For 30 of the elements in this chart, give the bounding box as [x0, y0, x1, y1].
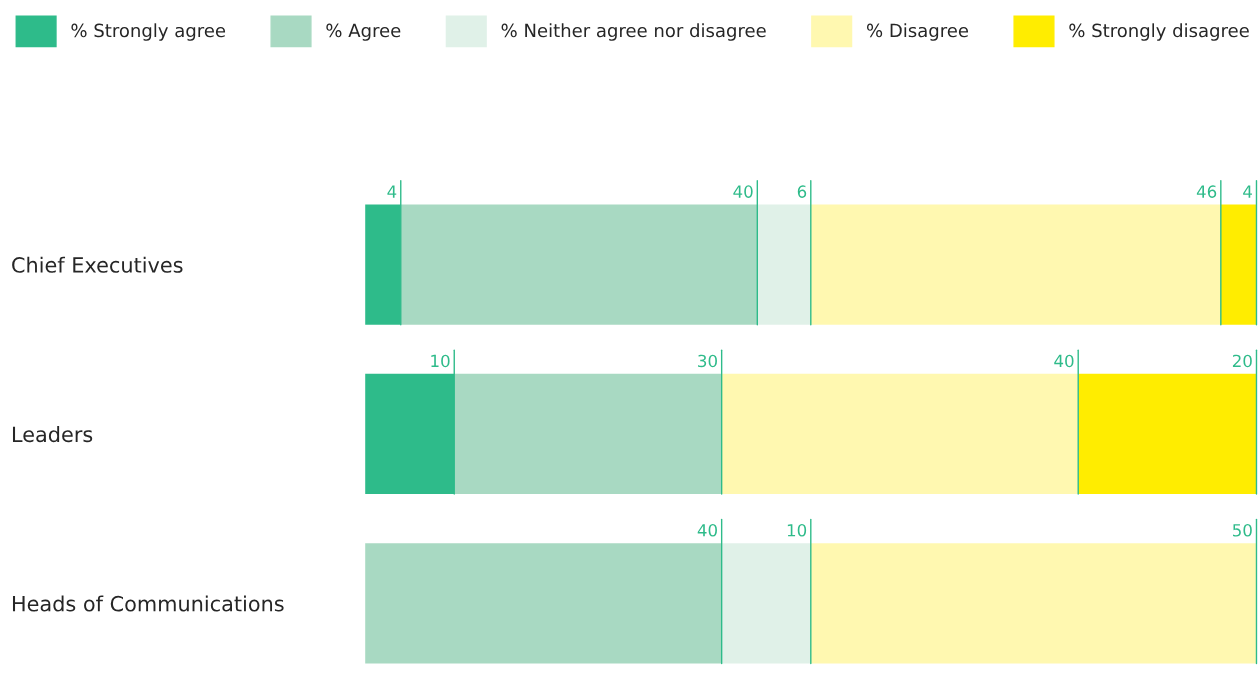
data-label: 46: [1196, 185, 1217, 198]
bar: [454, 373, 722, 495]
bar: [757, 204, 811, 325]
data-label: 10: [787, 523, 807, 537]
data-label: 50: [1232, 523, 1252, 537]
data-label: 6: [797, 185, 807, 198]
legend-label: % Agree: [326, 23, 401, 41]
legend-label: % Strongly disagree: [1069, 23, 1249, 41]
legend-label: % Strongly agree: [71, 23, 226, 41]
y-tick-label: Leaders: [12, 426, 93, 443]
bar: [810, 204, 1221, 325]
y-tick-label: Chief Executives: [12, 256, 183, 273]
data-label: 4: [1243, 185, 1252, 198]
bar: [721, 543, 811, 664]
legend-label: % Neither agree nor disagree: [501, 23, 766, 41]
bar: [1220, 204, 1257, 325]
data-label: 10: [431, 354, 450, 368]
y-tick-label: Heads of Communications: [12, 595, 284, 612]
bar: [810, 543, 1257, 664]
data-label: 40: [1054, 354, 1074, 368]
data-label: 40: [697, 523, 717, 537]
legend-label: % Disagree: [867, 23, 969, 41]
bar: [1078, 373, 1257, 495]
bar: [400, 204, 758, 325]
data-label: 4: [387, 185, 397, 198]
data-label: 20: [1232, 354, 1252, 368]
bar: [365, 543, 722, 664]
data-label: 30: [698, 354, 717, 368]
bar: [721, 373, 1079, 495]
data-label: 40: [733, 185, 753, 198]
